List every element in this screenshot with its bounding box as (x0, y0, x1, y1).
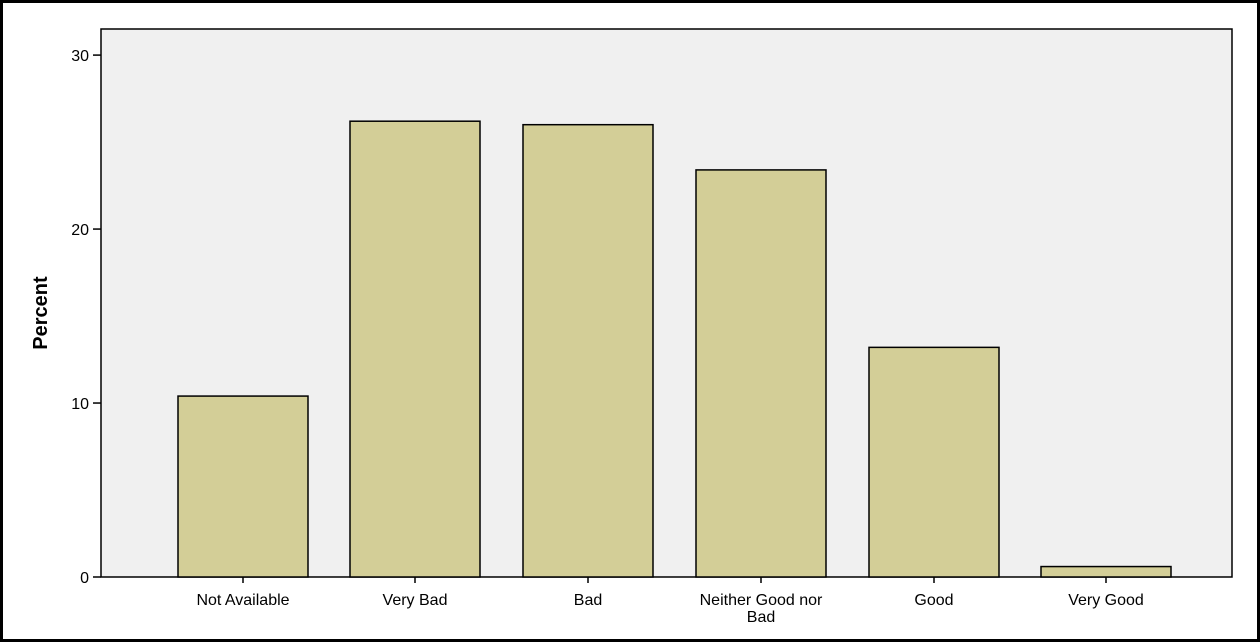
y-tick-label: 10 (71, 396, 89, 413)
x-category-label: Bad (574, 592, 602, 609)
y-axis-label: Percent (30, 276, 52, 350)
y-axis: 0 10 20 30 (71, 48, 101, 587)
bar-neither-good-nor-bad (695, 169, 827, 578)
bar-bad (522, 123, 654, 578)
x-category-label: Neither Good nor (700, 592, 823, 609)
bar-good (868, 346, 1000, 578)
x-category-label: Good (914, 592, 953, 609)
y-tick-label: 20 (71, 222, 89, 239)
x-category-label: Not Available (196, 592, 289, 609)
x-axis: Not Available Very Bad Bad Neither Good nor… (196, 577, 1144, 626)
bar-not-available (177, 395, 309, 578)
x-category-label: Bad (747, 609, 775, 626)
y-tick-label: 30 (71, 48, 89, 65)
bar-very-bad (349, 120, 481, 578)
y-tick-label: 0 (80, 570, 89, 587)
bar-very-good (1040, 565, 1172, 578)
x-category-label: Very Good (1068, 592, 1144, 609)
x-category-label: Very Bad (383, 592, 448, 609)
bars-group (177, 120, 1172, 578)
